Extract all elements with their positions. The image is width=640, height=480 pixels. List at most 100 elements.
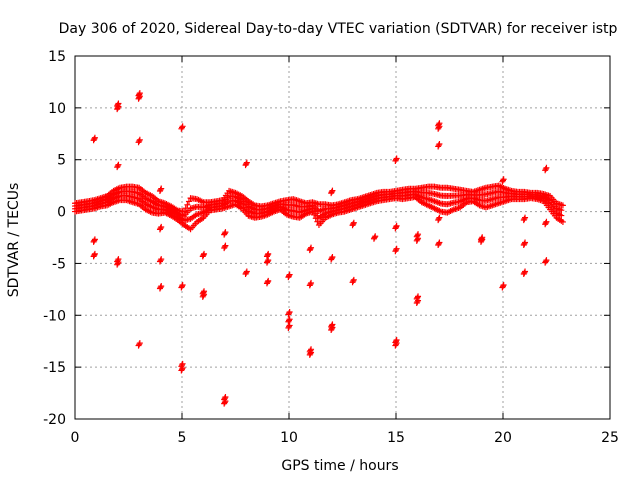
data-points	[72, 90, 566, 407]
data-point	[178, 125, 185, 132]
data-point	[306, 282, 313, 289]
data-point	[114, 162, 121, 169]
data-point	[371, 234, 378, 241]
chart-title: Day 306 of 2020, Sidereal Day-to-day VTE…	[59, 21, 618, 37]
data-point	[221, 231, 228, 238]
data-point	[435, 143, 442, 150]
data-point	[558, 207, 565, 214]
data-point	[520, 241, 527, 248]
data-point	[520, 217, 527, 224]
data-point	[435, 240, 442, 247]
data-point	[392, 225, 399, 232]
data-point	[178, 284, 185, 291]
data-point	[157, 186, 164, 193]
data-point	[178, 367, 185, 374]
data-point	[413, 300, 420, 307]
data-point	[435, 124, 442, 131]
x-tick-label: 5	[178, 430, 187, 446]
data-point	[392, 157, 399, 164]
x-tick-label: 10	[280, 430, 298, 446]
data-point	[221, 400, 228, 407]
data-point	[414, 236, 421, 243]
y-tick-labels: 15 10 5 0 -5 -10 -15 -20	[43, 49, 66, 428]
data-point	[521, 215, 528, 222]
data-point	[285, 311, 292, 318]
data-point	[263, 259, 270, 266]
data-point	[221, 245, 228, 252]
axis-ticks	[74, 55, 611, 420]
data-point	[542, 167, 549, 174]
data-point	[179, 124, 185, 131]
x-tick-label: 0	[71, 430, 80, 446]
data-point	[328, 325, 335, 332]
data-point	[90, 137, 97, 144]
plot-frame	[74, 55, 611, 420]
data-point	[136, 94, 143, 101]
data-point	[499, 178, 506, 185]
data-point	[286, 317, 292, 324]
x-tick-label: 15	[387, 430, 405, 446]
data-point	[285, 318, 292, 325]
data-point	[242, 271, 249, 278]
x-axis-label: GPS time / hours	[281, 458, 398, 474]
data-point	[264, 252, 271, 259]
y-tick-label: 10	[48, 101, 66, 117]
data-point	[306, 351, 313, 358]
data-point	[263, 253, 270, 260]
data-point	[559, 202, 566, 209]
data-point	[156, 226, 163, 233]
data-point	[114, 260, 121, 267]
data-point	[114, 261, 121, 268]
data-point	[435, 125, 442, 132]
data-point	[307, 281, 314, 288]
data-point	[286, 310, 292, 317]
data-point	[157, 225, 164, 232]
data-point	[114, 106, 121, 113]
data-point	[499, 284, 506, 291]
data-point	[221, 230, 228, 237]
data-point	[392, 248, 399, 255]
data-point	[90, 238, 97, 245]
y-tick-label: -5	[52, 256, 66, 272]
data-point	[286, 323, 292, 330]
data-point	[179, 366, 185, 373]
data-point	[157, 257, 164, 264]
y-tick-label: -15	[43, 360, 66, 376]
data-point	[392, 342, 399, 349]
data-point	[307, 350, 314, 357]
y-tick-label: -20	[43, 412, 66, 428]
data-point	[521, 269, 528, 276]
data-point	[393, 156, 399, 163]
data-point	[243, 269, 250, 276]
y-axis-label: SDTVAR / TECUs	[6, 183, 22, 298]
data-point	[328, 190, 335, 197]
y-tick-label: -10	[43, 308, 66, 324]
data-point	[179, 283, 185, 290]
data-point	[286, 272, 292, 279]
data-point	[135, 95, 142, 102]
data-point	[393, 224, 399, 231]
data-point	[200, 252, 207, 259]
data-point	[307, 245, 314, 252]
data-point	[328, 256, 335, 263]
x-tick-labels: 0 5 10 15 20 25	[71, 430, 619, 446]
data-point	[328, 327, 335, 334]
y-tick-label: 15	[48, 49, 66, 65]
data-point	[500, 177, 506, 184]
data-point	[135, 342, 142, 349]
data-point	[185, 198, 192, 205]
y-tick-label: 5	[57, 153, 66, 169]
data-point	[285, 274, 292, 281]
data-point	[542, 258, 549, 265]
data-point	[542, 259, 549, 266]
data-point	[349, 279, 356, 286]
data-point	[264, 279, 271, 286]
data-point	[242, 162, 249, 169]
data-point	[243, 160, 250, 167]
data-point	[91, 237, 98, 244]
x-tick-label: 20	[494, 430, 512, 446]
data-point	[91, 252, 98, 259]
data-point	[328, 188, 335, 195]
y-tick-label: 0	[57, 205, 66, 221]
